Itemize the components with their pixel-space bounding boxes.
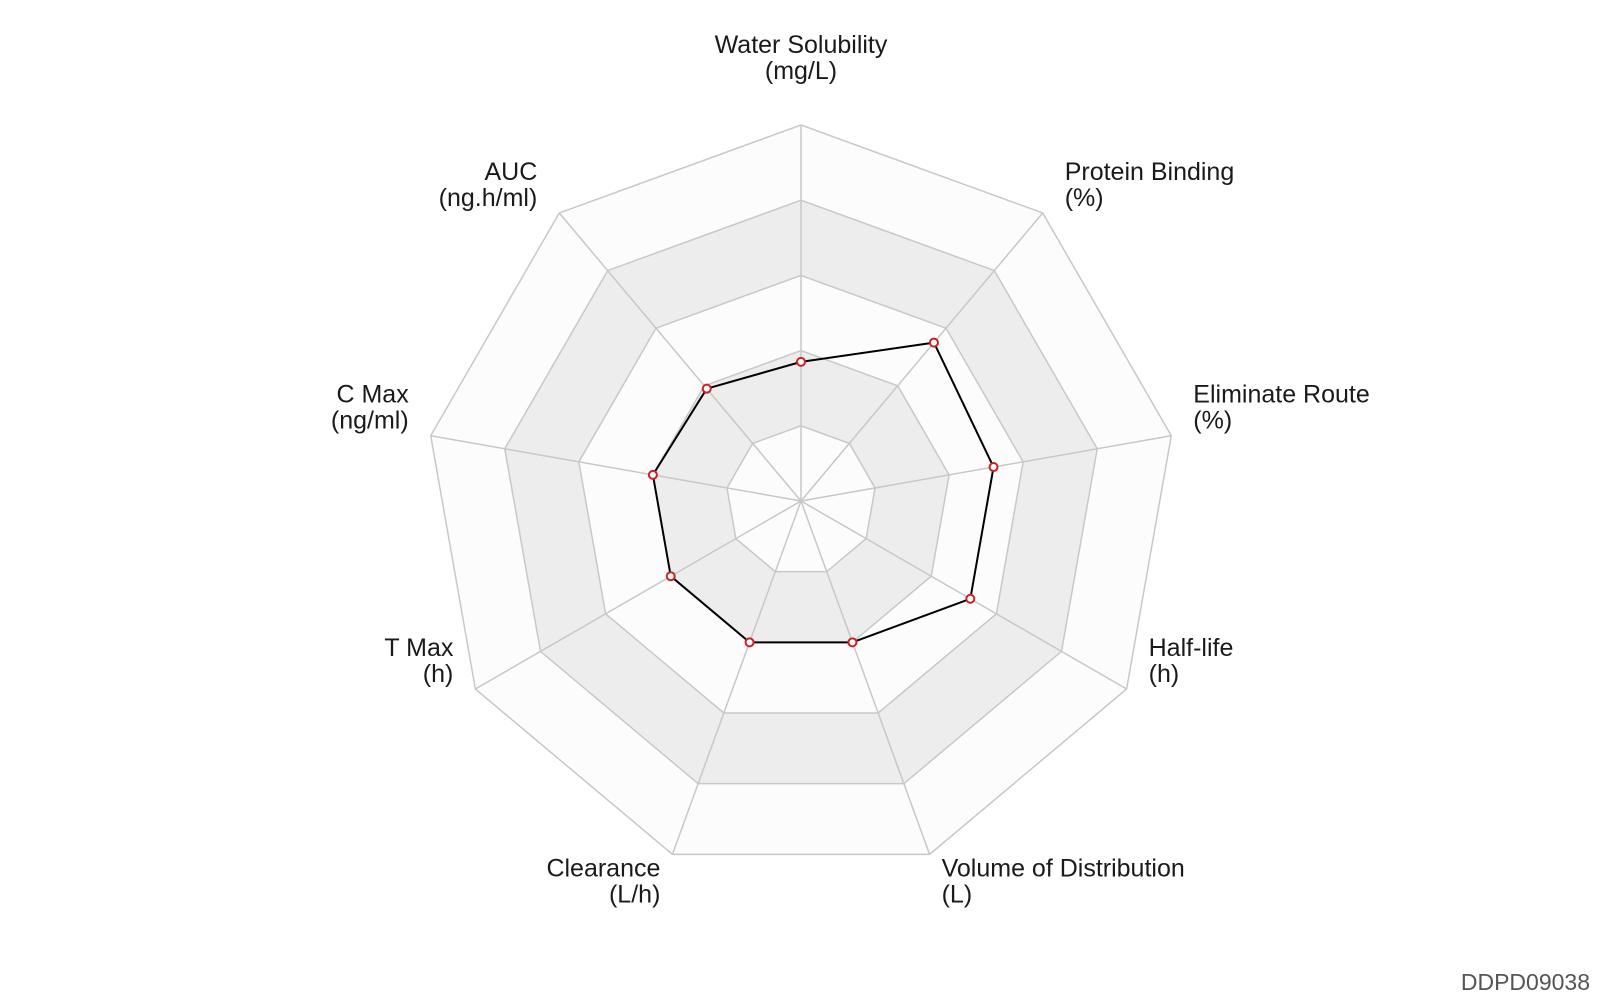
data-point-2[interactable] <box>988 462 999 473</box>
axis-label-4: Volume of Distribution (L) <box>942 854 1185 908</box>
data-point-3[interactable] <box>965 593 976 604</box>
axis-label-name: AUC <box>485 158 538 186</box>
spoke-7 <box>430 434 802 502</box>
axis-label-unit: (L) <box>942 880 973 908</box>
axis-label-unit: (%) <box>1193 407 1232 435</box>
radar-axis-labels: Water Solubility (mg/L)Protein Binding (%)… <box>331 31 1370 908</box>
radar-series <box>647 337 999 648</box>
axis-label-unit: (mg/L) <box>765 57 837 85</box>
axis-label-8: AUC (ng.h/ml) <box>439 158 538 212</box>
axis-label-name: Volume of Distribution <box>942 854 1185 882</box>
axis-label-unit: (L/h) <box>609 880 660 908</box>
spoke-5 <box>671 500 802 855</box>
axis-label-name: Protein Binding <box>1065 158 1235 186</box>
axis-label-7: C Max (ng/ml) <box>331 381 409 435</box>
data-point-6[interactable] <box>665 571 676 582</box>
spoke-6 <box>474 500 802 690</box>
spoke-3 <box>800 500 1128 690</box>
axis-label-6: T Max (h) <box>384 634 453 688</box>
axis-label-unit: (h) <box>423 660 454 688</box>
axis-label-unit: (%) <box>1065 184 1104 212</box>
axis-label-5: Clearance (L/h) <box>546 854 660 908</box>
axis-label-3: Half-life (h) <box>1149 634 1234 688</box>
axis-label-name: Water Solubility <box>715 31 888 59</box>
axis-label-2: Eliminate Route (%) <box>1193 381 1369 435</box>
data-point-8[interactable] <box>701 383 712 394</box>
axis-label-name: Half-life <box>1149 634 1234 662</box>
series-line-0 <box>651 341 995 644</box>
axis-label-0: Water Solubility (mg/L) <box>715 31 888 85</box>
axis-label-unit: (ng/ml) <box>331 407 409 435</box>
data-point-4[interactable] <box>847 637 858 648</box>
axis-label-unit: (ng.h/ml) <box>439 184 538 212</box>
axis-label-name: Clearance <box>546 854 660 882</box>
data-point-1[interactable] <box>928 337 939 348</box>
spoke-4 <box>800 500 931 855</box>
spoke-8 <box>558 212 802 502</box>
radar-spokes <box>430 125 1172 855</box>
axis-label-1: Protein Binding (%) <box>1065 158 1235 212</box>
axis-label-name: C Max <box>336 381 409 409</box>
axis-label-name: Eliminate Route <box>1193 381 1369 409</box>
axis-label-unit: (h) <box>1149 660 1180 688</box>
data-point-0[interactable] <box>796 356 806 367</box>
chart-id-watermark: DDPD09038 <box>1460 969 1590 995</box>
axis-label-name: T Max <box>384 634 453 662</box>
spoke-2 <box>800 434 1172 502</box>
data-point-7[interactable] <box>647 469 658 480</box>
spoke-1 <box>800 212 1044 502</box>
data-point-5[interactable] <box>744 637 755 648</box>
